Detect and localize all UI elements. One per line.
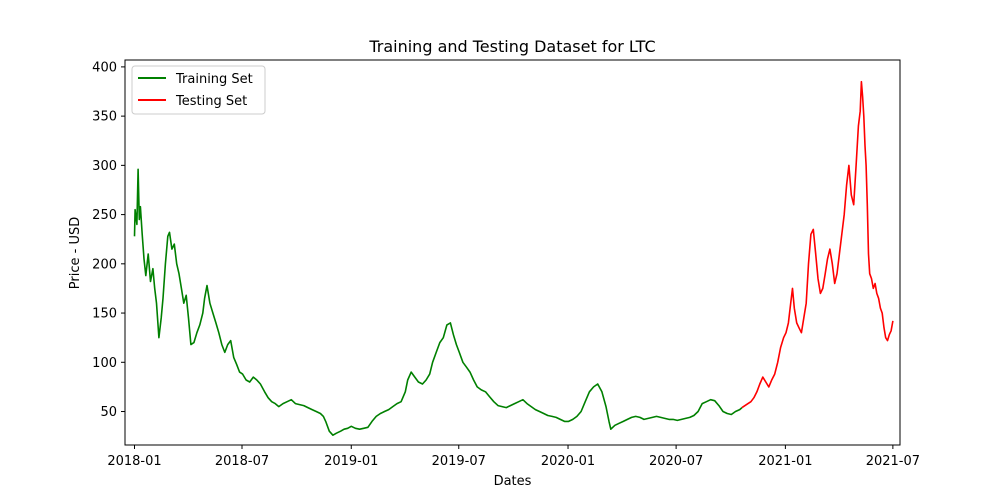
y-axis-label: Price - USD xyxy=(68,217,83,289)
y-tick-label: 100 xyxy=(92,356,117,371)
chart-title: Training and Testing Dataset for LTC xyxy=(368,37,655,56)
legend: Training Set Testing Set xyxy=(131,65,266,115)
y-tick-label: 50 xyxy=(100,405,117,420)
series-line-testing xyxy=(741,80,894,409)
axis-ticks: 2018-01 2018-07 2019-01 2019-07 2020-01 2020-… xyxy=(92,60,920,469)
x-tick-label: 2019-07 xyxy=(432,454,486,469)
legend-label-testing: Testing Set xyxy=(175,94,247,109)
series-group xyxy=(133,80,894,437)
y-tick-label: 200 xyxy=(92,257,117,272)
legend-label-training: Training Set xyxy=(175,72,253,87)
y-tick-label: 250 xyxy=(92,208,117,223)
x-tick-label: 2021-01 xyxy=(758,454,812,469)
y-tick-label: 150 xyxy=(92,307,117,322)
series-line-training xyxy=(133,168,743,437)
x-tick-label: 2021-07 xyxy=(866,454,920,469)
x-tick-label: 2018-07 xyxy=(215,454,269,469)
y-tick-label: 300 xyxy=(92,159,117,174)
plot-frame xyxy=(124,59,901,446)
y-tick-label: 350 xyxy=(92,110,117,125)
x-tick-label: 2018-01 xyxy=(107,454,161,469)
x-tick-label: 2020-01 xyxy=(541,454,595,469)
x-axis-label: Dates xyxy=(494,474,532,489)
y-tick-label: 400 xyxy=(92,60,117,75)
x-tick-label: 2020-07 xyxy=(649,454,703,469)
x-tick-label: 2019-01 xyxy=(324,454,378,469)
